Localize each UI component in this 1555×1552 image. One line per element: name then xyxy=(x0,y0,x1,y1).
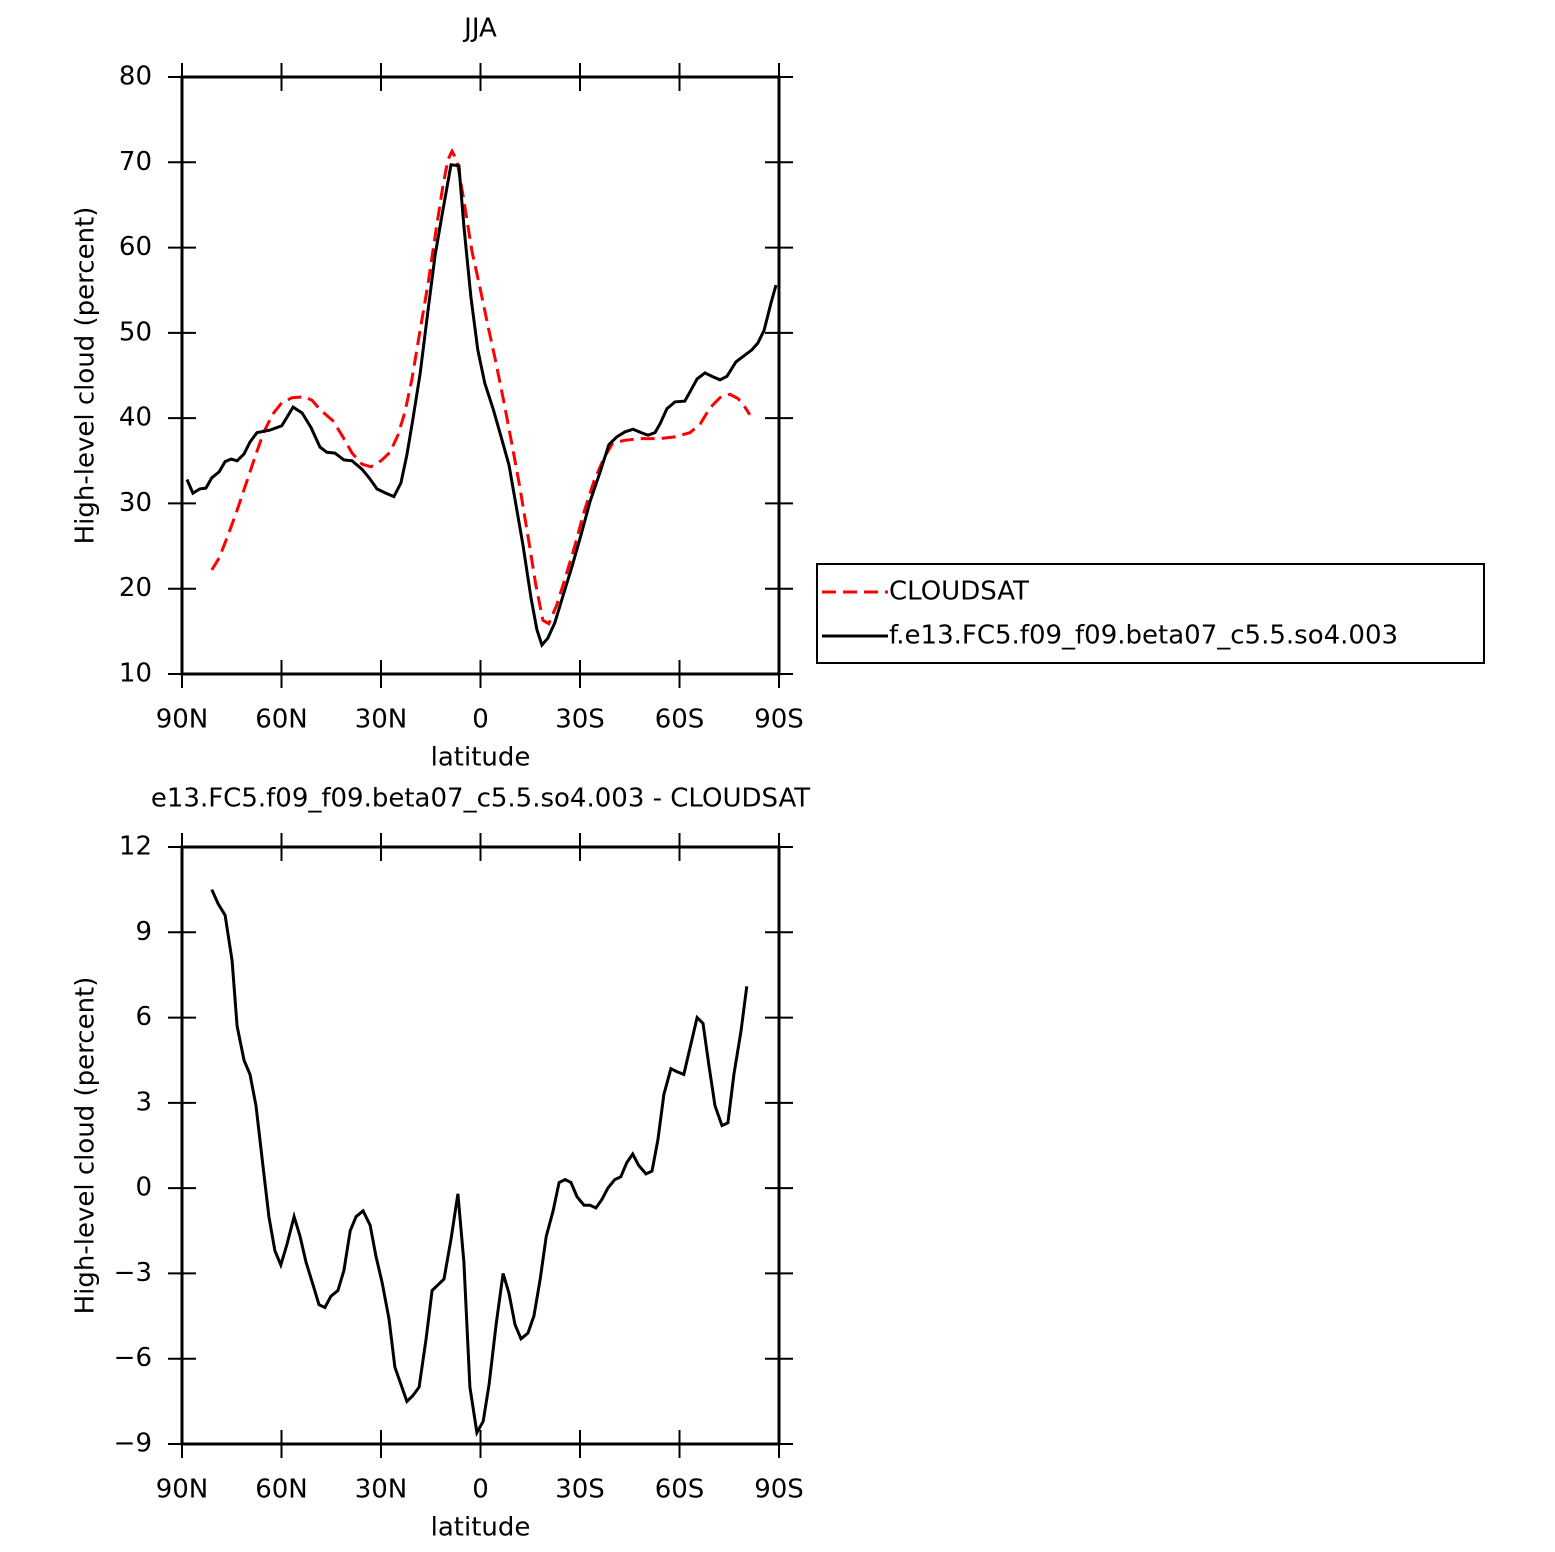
y-tick-label: 70 xyxy=(119,147,152,177)
x-tick-label: 90N xyxy=(156,1475,209,1505)
x-tick-label: 90S xyxy=(754,705,804,735)
x-tick-label: 60N xyxy=(255,705,308,735)
x-tick-label: 60N xyxy=(255,1475,308,1505)
y-axis-label: High-level cloud (percent) xyxy=(71,207,101,545)
legend-label: f.e13.FC5.f09_f09.beta07_c5.5.so4.003 xyxy=(889,621,1398,651)
x-tick-label: 60S xyxy=(655,1475,705,1505)
y-tick-label: 6 xyxy=(135,1002,152,1032)
series-line xyxy=(210,888,749,1438)
y-tick-label: 0 xyxy=(135,1173,152,1203)
x-tick-label: 30S xyxy=(555,705,605,735)
x-tick-label: 0 xyxy=(472,1475,489,1505)
y-tick-label: 30 xyxy=(119,488,152,518)
y-tick-label: −6 xyxy=(114,1343,152,1373)
x-tick-label: 30S xyxy=(555,1475,605,1505)
y-tick-label: 50 xyxy=(119,317,152,347)
plot-frame xyxy=(180,75,781,676)
y-tick-label: 80 xyxy=(119,62,152,92)
y-tick-label: 20 xyxy=(119,573,152,603)
x-axis-label: latitude xyxy=(431,743,531,773)
y-tick-label: 60 xyxy=(119,232,152,262)
series-line xyxy=(185,163,778,648)
y-tick-label: 40 xyxy=(119,403,152,433)
x-axis-label: latitude xyxy=(431,1513,531,1543)
y-tick-label: 9 xyxy=(135,917,152,947)
chart-title: e13.FC5.f09_f09.beta07_c5.5.so4.003 - CL… xyxy=(151,784,810,814)
y-tick-label: 3 xyxy=(135,1087,152,1117)
y-tick-label: 10 xyxy=(119,659,152,689)
x-tick-label: 60S xyxy=(655,705,705,735)
x-tick-label: 90N xyxy=(156,705,209,735)
x-tick-label: 30N xyxy=(355,705,408,735)
plot-frame xyxy=(180,845,781,1446)
y-axis-label: High-level cloud (percent) xyxy=(71,977,101,1315)
x-tick-label: 30N xyxy=(355,1475,408,1505)
y-tick-label: −3 xyxy=(114,1258,152,1288)
chart-title: JJA xyxy=(462,14,497,44)
y-tick-label: −9 xyxy=(114,1429,152,1459)
x-tick-label: 90S xyxy=(754,1475,804,1505)
y-tick-label: 12 xyxy=(119,832,152,862)
legend-box xyxy=(816,563,1485,664)
x-tick-label: 0 xyxy=(472,705,489,735)
series-line xyxy=(210,147,752,626)
legend-label: CLOUDSAT xyxy=(889,577,1029,607)
